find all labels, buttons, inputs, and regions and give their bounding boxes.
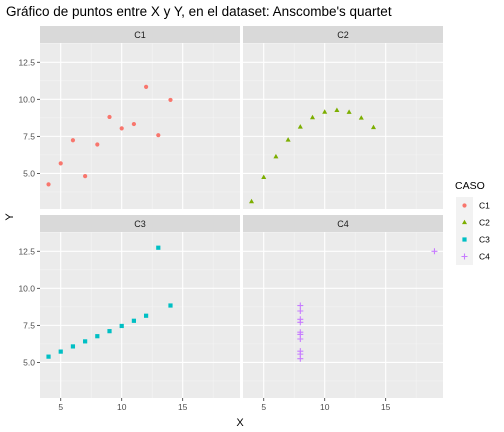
data-point-c2: [322, 109, 328, 114]
data-point-c2: [261, 174, 267, 179]
facet-strip-label: C4: [337, 219, 349, 229]
data-point-c1: [119, 126, 124, 131]
facet-strip-label: C3: [134, 219, 146, 229]
data-point-c4: [297, 331, 304, 338]
data-point-c3: [143, 313, 149, 318]
data-point-c1: [107, 114, 112, 120]
legend: CASO C1 C2 C3 C4: [455, 180, 490, 265]
x-tick-label: 15: [178, 402, 188, 412]
panel-background: [40, 43, 240, 209]
facet-strip-label: C2: [337, 30, 349, 40]
data-point-c1: [156, 133, 161, 138]
legend-label: C4: [479, 252, 490, 262]
legend-entry-c2: C2: [456, 214, 490, 231]
data-point-c2: [285, 137, 291, 142]
data-point-c2: [297, 124, 303, 129]
data-point-c2: [273, 153, 279, 159]
data-point-c2: [346, 109, 352, 114]
legend-key-triangle-icon: [461, 219, 468, 225]
legend-title: CASO: [455, 180, 485, 192]
data-point-c2: [334, 107, 340, 112]
facet-strip-label: C1: [134, 30, 146, 40]
facet-panel-c3: C3: [40, 215, 240, 398]
chart-title: Gráfico de puntos entre X y Y, en el dat…: [6, 4, 392, 19]
legend-entry-c3: C3: [456, 231, 490, 248]
facet-strip: [40, 26, 240, 43]
data-point-c2: [309, 114, 316, 120]
facet-panels: C1 C2 C3 C4: [40, 26, 443, 398]
data-point-c3: [58, 349, 63, 354]
data-point-c3: [131, 318, 137, 323]
data-point-c4: [431, 248, 438, 255]
data-point-c3: [168, 303, 173, 308]
data-point-c4: [297, 316, 304, 323]
facet-strip: [243, 215, 443, 232]
data-point-c1: [95, 142, 100, 147]
legend-label: C3: [479, 235, 490, 245]
facet-strip: [243, 26, 443, 43]
data-point-c3: [95, 334, 100, 339]
y-tick-label: 5.0: [23, 357, 35, 367]
data-point-c2: [249, 198, 255, 204]
y-tick-label: 5.0: [23, 168, 35, 178]
data-point-c3: [83, 339, 88, 344]
legend-label: C1: [479, 201, 490, 211]
panel-background: [40, 232, 240, 398]
x-tick-label: 5: [58, 402, 63, 412]
x-axis-title: X: [236, 417, 244, 429]
data-point-c1: [131, 121, 137, 127]
legend-key-square-icon: [462, 237, 467, 242]
data-point-c1: [46, 182, 51, 187]
data-point-c1: [143, 84, 149, 89]
y-tick-label: 12.5: [18, 57, 35, 67]
facet-panel-c4: C4: [243, 215, 443, 398]
data-point-c4: [297, 307, 304, 314]
y-tick-label: 10.0: [18, 283, 35, 293]
y-axis-title: Y: [4, 213, 16, 221]
x-tick-label: 10: [117, 402, 127, 412]
data-point-c3: [119, 323, 124, 329]
data-point-c2: [358, 115, 364, 120]
data-point-c3: [70, 344, 76, 349]
legend-entry-c4: C4: [456, 248, 490, 265]
facet-panel-c2: C2: [243, 26, 443, 209]
y-tick-label: 10.0: [18, 94, 35, 104]
facet-strip: [40, 215, 240, 232]
legend-key-plus-icon: [461, 253, 468, 260]
data-point-c4: [297, 351, 304, 358]
x-tick-label: 15: [381, 402, 391, 412]
y-tick-label: 7.5: [23, 320, 35, 330]
legend-label: C2: [479, 218, 490, 228]
x-tick-label: 10: [320, 402, 330, 412]
data-point-c1: [83, 173, 88, 179]
data-point-c1: [168, 97, 173, 103]
panel-background: [243, 43, 443, 209]
data-point-c4: [297, 302, 304, 309]
data-point-c3: [156, 245, 161, 250]
legend-entry-c1: C1: [456, 197, 490, 214]
y-tick-label: 7.5: [23, 131, 35, 141]
facet-panel-c1: C1: [40, 26, 240, 209]
x-tick-label: 5: [261, 402, 266, 412]
data-point-c3: [107, 329, 112, 334]
y-tick-label: 12.5: [18, 246, 35, 256]
data-point-c1: [70, 138, 76, 143]
data-point-c1: [58, 161, 63, 166]
legend-key-circle-icon: [462, 203, 467, 208]
data-point-c3: [46, 354, 51, 359]
panel-background: [243, 232, 443, 398]
axes: 5.0 7.5 10.0 12.5 5.0 7.5 10.0 12.5 5 10 15 5 10 15: [18, 57, 390, 412]
data-point-c2: [370, 124, 377, 130]
